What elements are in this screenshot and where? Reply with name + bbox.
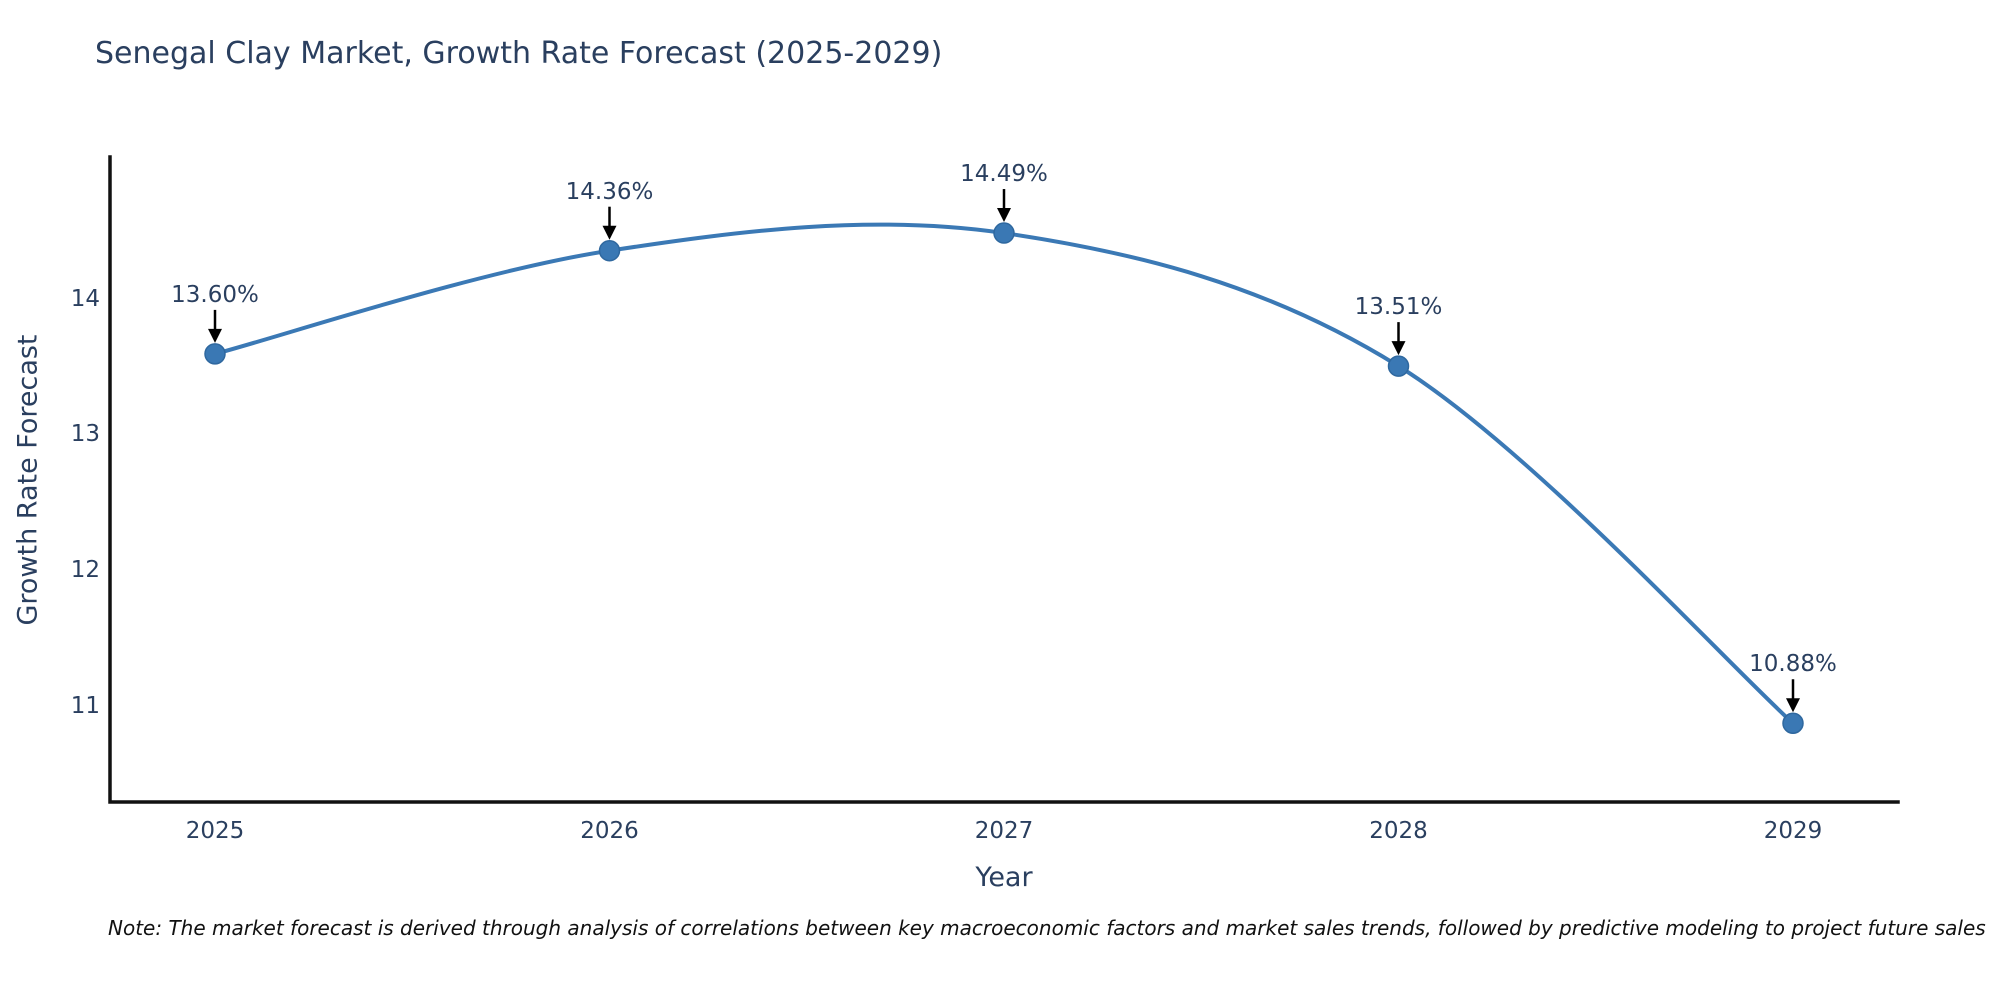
data-point xyxy=(1782,712,1804,734)
data-point xyxy=(598,239,621,262)
footnote: Note: The market forecast is derived thr… xyxy=(108,916,1986,940)
data-point-label: 14.36% xyxy=(565,178,654,205)
annotation-arrowhead-icon xyxy=(208,328,222,343)
chart-title: Senegal Clay Market, Growth Rate Forecas… xyxy=(95,36,943,71)
x-tick-label: 2025 xyxy=(185,818,245,844)
data-point xyxy=(204,343,226,365)
x-tick-label: 2027 xyxy=(974,818,1034,844)
annotation-arrowhead-icon xyxy=(1786,698,1800,713)
x-tick-label: 2028 xyxy=(1369,818,1428,844)
x-axis-title: Year xyxy=(975,862,1033,893)
y-tick-label: 14 xyxy=(70,285,100,312)
axis-lines xyxy=(108,155,1900,804)
data-point-label: 14.49% xyxy=(960,161,1048,188)
annotation-arrowhead-icon xyxy=(997,208,1011,223)
data-point xyxy=(1387,355,1410,377)
x-tick-label: 2029 xyxy=(1763,818,1823,844)
x-tick-label: 2026 xyxy=(580,818,639,844)
trend-line xyxy=(214,222,1795,725)
y-axis-title: Growth Rate Forecast xyxy=(12,334,44,626)
y-tick-label: 12 xyxy=(70,557,100,584)
y-tick-label: 13 xyxy=(70,421,100,448)
data-point-label: 13.51% xyxy=(1354,294,1443,321)
data-point-label: 13.60% xyxy=(171,281,259,308)
annotation-arrowhead-icon xyxy=(602,225,617,240)
data-point xyxy=(993,222,1015,244)
y-tick-label: 11 xyxy=(70,692,100,719)
annotation-arrowhead-icon xyxy=(1391,341,1406,356)
data-point-label: 10.88% xyxy=(1749,651,1837,678)
